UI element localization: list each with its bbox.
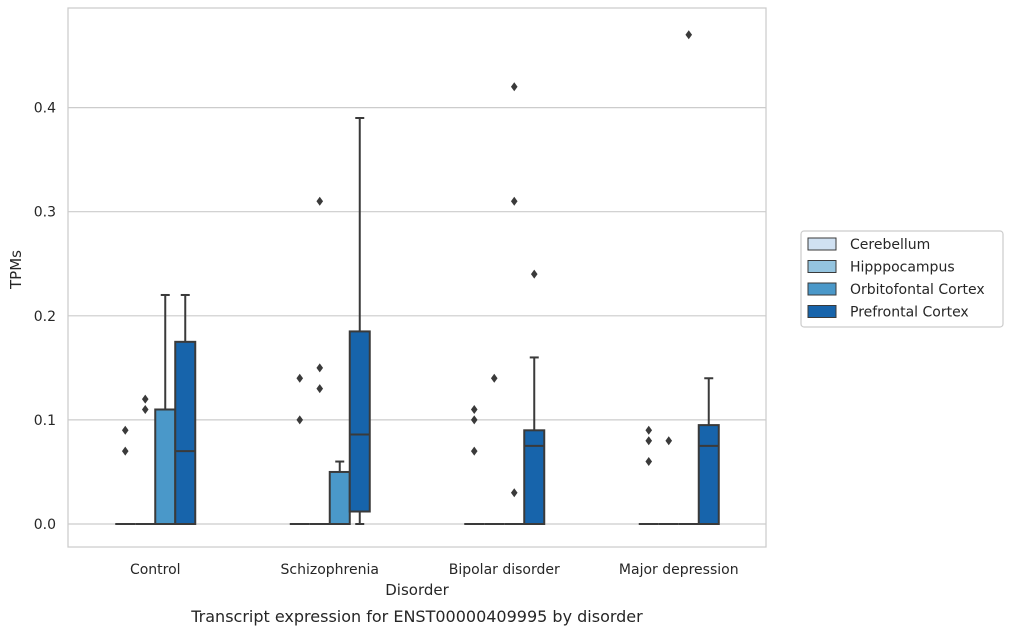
box-body — [328, 470, 351, 526]
outlier-point — [510, 196, 518, 206]
legend-label: Prefrontal Cortex — [850, 305, 969, 321]
y-tick-label: 0.2 — [34, 309, 56, 325]
outlier-point — [316, 384, 324, 394]
outlier-point — [645, 436, 653, 446]
legend-label: Orbitofontal Cortex — [850, 282, 985, 298]
legend-swatch — [807, 260, 837, 273]
outlier-point — [296, 373, 304, 383]
x-tick-label: Schizophrenia — [281, 562, 379, 578]
y-axis-title: TPMs — [7, 250, 25, 290]
chart-caption: Transcript expression for ENST0000040999… — [190, 607, 643, 626]
box-orbitofontal-cortex — [328, 460, 351, 526]
x-tick-label: Bipolar disorder — [449, 562, 560, 578]
box-body — [174, 340, 197, 526]
plot-area — [67, 7, 767, 548]
y-axis-ticks: 0.0 0.1 0.2 0.3 0.4 — [34, 101, 56, 533]
outlier-point — [121, 425, 129, 435]
y-tick-label: 0.0 — [34, 517, 56, 533]
outlier-point — [510, 82, 518, 92]
x-tick-label: Major depression — [619, 562, 739, 578]
legend-swatch — [807, 282, 837, 296]
outlier-point — [470, 446, 478, 456]
x-tick-label: Control — [130, 562, 181, 578]
box-prefrontal-cortex — [697, 377, 720, 526]
outlier-point — [141, 394, 149, 404]
outlier-point — [645, 457, 653, 467]
outlier-point — [490, 373, 498, 383]
y-tick-label: 0.1 — [34, 413, 56, 429]
box-body — [523, 429, 546, 525]
outliers — [121, 30, 693, 498]
outlier-point — [316, 196, 324, 206]
outlier-point — [296, 415, 304, 425]
legend-label: Hipppocampus — [850, 260, 955, 276]
outlier-point — [470, 415, 478, 425]
y-tick-label: 0.3 — [34, 205, 56, 221]
x-axis-ticks: Control Schizophrenia Bipolar disorder Majo… — [130, 562, 739, 578]
box-body — [348, 330, 371, 513]
outlier-point — [665, 436, 673, 446]
outlier-point — [685, 30, 693, 40]
legend: Cerebellum Hipppocampus Orbitofontal Corte… — [800, 230, 1004, 328]
x-axis-title: Disorder — [385, 581, 449, 599]
box-body — [697, 424, 720, 526]
box-prefrontal-cortex — [523, 356, 546, 525]
outlier-point — [121, 446, 129, 456]
box-orbitofontal-cortex — [154, 293, 177, 525]
legend-label: Cerebellum — [850, 237, 930, 253]
outlier-point — [510, 488, 518, 498]
outlier-point — [470, 404, 478, 414]
box-prefrontal-cortex — [348, 117, 371, 525]
box-prefrontal-cortex — [174, 293, 197, 526]
legend-swatch — [807, 237, 837, 251]
outlier-point — [141, 404, 149, 414]
outlier-point — [530, 269, 538, 279]
legend-frame — [800, 230, 1004, 328]
box-body — [154, 408, 177, 525]
boxes — [115, 117, 720, 526]
outlier-point — [316, 363, 324, 373]
legend-swatch — [807, 305, 837, 318]
outlier-point — [645, 425, 653, 435]
y-tick-label: 0.4 — [34, 101, 56, 117]
